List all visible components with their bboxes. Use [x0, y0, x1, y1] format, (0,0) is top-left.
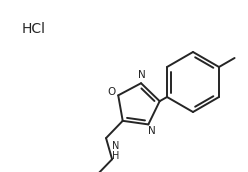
Text: N
H: N H [112, 141, 120, 161]
Text: N: N [138, 70, 146, 80]
Text: O: O [107, 87, 115, 97]
Text: N: N [148, 126, 156, 137]
Text: HCl: HCl [22, 22, 46, 36]
